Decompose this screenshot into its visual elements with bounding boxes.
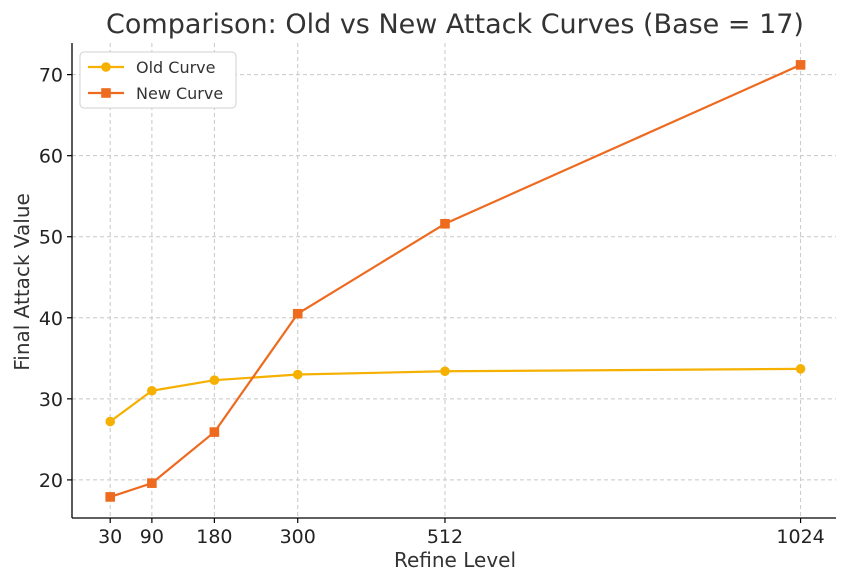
data-point (105, 416, 115, 427)
data-point (440, 366, 450, 377)
x-tick-label: 1024 (776, 526, 824, 548)
x-tick-label: 180 (196, 526, 232, 548)
y-tick-label: 40 (39, 308, 63, 330)
legend-label: Old Curve (136, 58, 215, 77)
data-point (795, 364, 806, 374)
y-tick-label: 30 (39, 389, 63, 411)
series-layer (105, 60, 806, 502)
data-point (292, 308, 303, 319)
x-tick-label: 300 (280, 526, 316, 548)
data-point (292, 369, 303, 380)
legend: Old Curve New Curve (79, 51, 237, 109)
y-tick-label: 70 (39, 65, 63, 87)
x-axis-label: Refine Level (394, 548, 516, 572)
axes (67, 43, 836, 523)
y-tick-label: 20 (39, 470, 63, 492)
grid (72, 43, 836, 518)
data-point (440, 218, 450, 229)
data-point (795, 60, 806, 70)
legend-marker (101, 88, 111, 98)
y-tick-label: 50 (39, 227, 63, 249)
y-tick-label: 60 (39, 146, 63, 168)
legend-label: New Curve (136, 84, 223, 103)
x-tick-label: 90 (140, 526, 164, 548)
chart-title: Comparison: Old vs New Attack Curves (Ba… (106, 9, 804, 40)
legend-marker (101, 62, 111, 72)
series-old-curve (105, 364, 806, 427)
data-point (209, 427, 220, 437)
y-axis-label: Final Attack Value (10, 193, 34, 371)
series-new-curve (105, 60, 806, 502)
data-point (147, 478, 157, 488)
data-point (147, 385, 157, 396)
data-point (209, 375, 220, 386)
series-line (109, 367, 801, 423)
x-tick-label: 30 (98, 526, 122, 548)
series-line (109, 63, 802, 498)
x-tick-label: 512 (427, 526, 463, 548)
tick-labels: 30 90 180 300 512 1024 20 30 40 50 60 70 (39, 65, 825, 548)
data-point (105, 492, 115, 502)
